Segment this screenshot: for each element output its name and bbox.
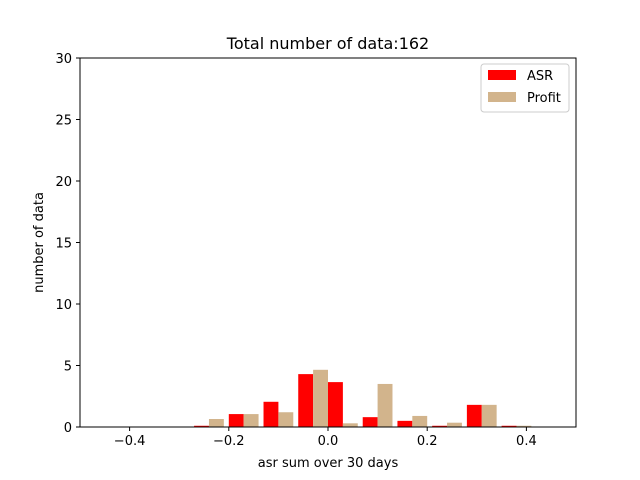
legend-label-profit: Profit (527, 91, 561, 106)
bar-asr-6 (397, 420, 413, 427)
bar-profit-6 (412, 415, 428, 427)
bar-profit-1 (243, 414, 259, 427)
y-tick-label: 5 (64, 360, 72, 375)
bar-profit-7 (447, 422, 462, 427)
x-tick-label: 0.4 (516, 434, 537, 449)
y-tick-label: 15 (55, 237, 72, 252)
legend: ASR Profit (480, 63, 570, 113)
x-tick-label: −0.4 (114, 434, 146, 449)
bar-profit-8 (481, 404, 497, 427)
bar-profit-5 (377, 383, 393, 427)
bar-asr-1 (228, 414, 244, 427)
bar-profit-0 (208, 419, 224, 427)
bar-asr-0 (194, 425, 209, 427)
y-tick-label: 10 (55, 298, 72, 313)
y-tick-label: 25 (55, 114, 72, 129)
bar-asr-3 (298, 374, 314, 427)
bars-group (194, 369, 532, 427)
x-tick-label: −0.2 (213, 434, 245, 449)
x-axis-label: asr sum over 30 days (258, 456, 399, 471)
bar-profit-2 (278, 412, 294, 427)
legend-swatch-asr (488, 70, 516, 80)
bar-asr-9 (501, 425, 517, 427)
bar-asr-7 (432, 425, 448, 427)
x-tick-label: 0.0 (318, 434, 339, 449)
y-tick-label: 20 (55, 175, 72, 190)
chart-title: Total number of data:162 (226, 34, 429, 53)
y-tick-label: 30 (55, 52, 72, 67)
x-tick-label: 0.2 (417, 434, 438, 449)
y-tick-label: 0 (64, 421, 72, 436)
legend-label-asr: ASR (527, 69, 553, 84)
y-axis-label: number of data (32, 192, 47, 293)
bar-profit-9 (516, 425, 532, 427)
bar-asr-5 (362, 417, 378, 427)
legend-swatch-profit (488, 92, 516, 102)
bar-profit-4 (342, 423, 358, 427)
x-axis-ticks: −0.4 −0.2 0.0 0.2 0.4 (114, 427, 537, 449)
bar-asr-2 (263, 401, 279, 427)
bar-asr-8 (466, 404, 482, 427)
bar-profit-3 (313, 369, 328, 427)
bar-asr-4 (328, 382, 343, 427)
y-axis-ticks: 0 5 10 15 20 25 30 (55, 52, 80, 436)
